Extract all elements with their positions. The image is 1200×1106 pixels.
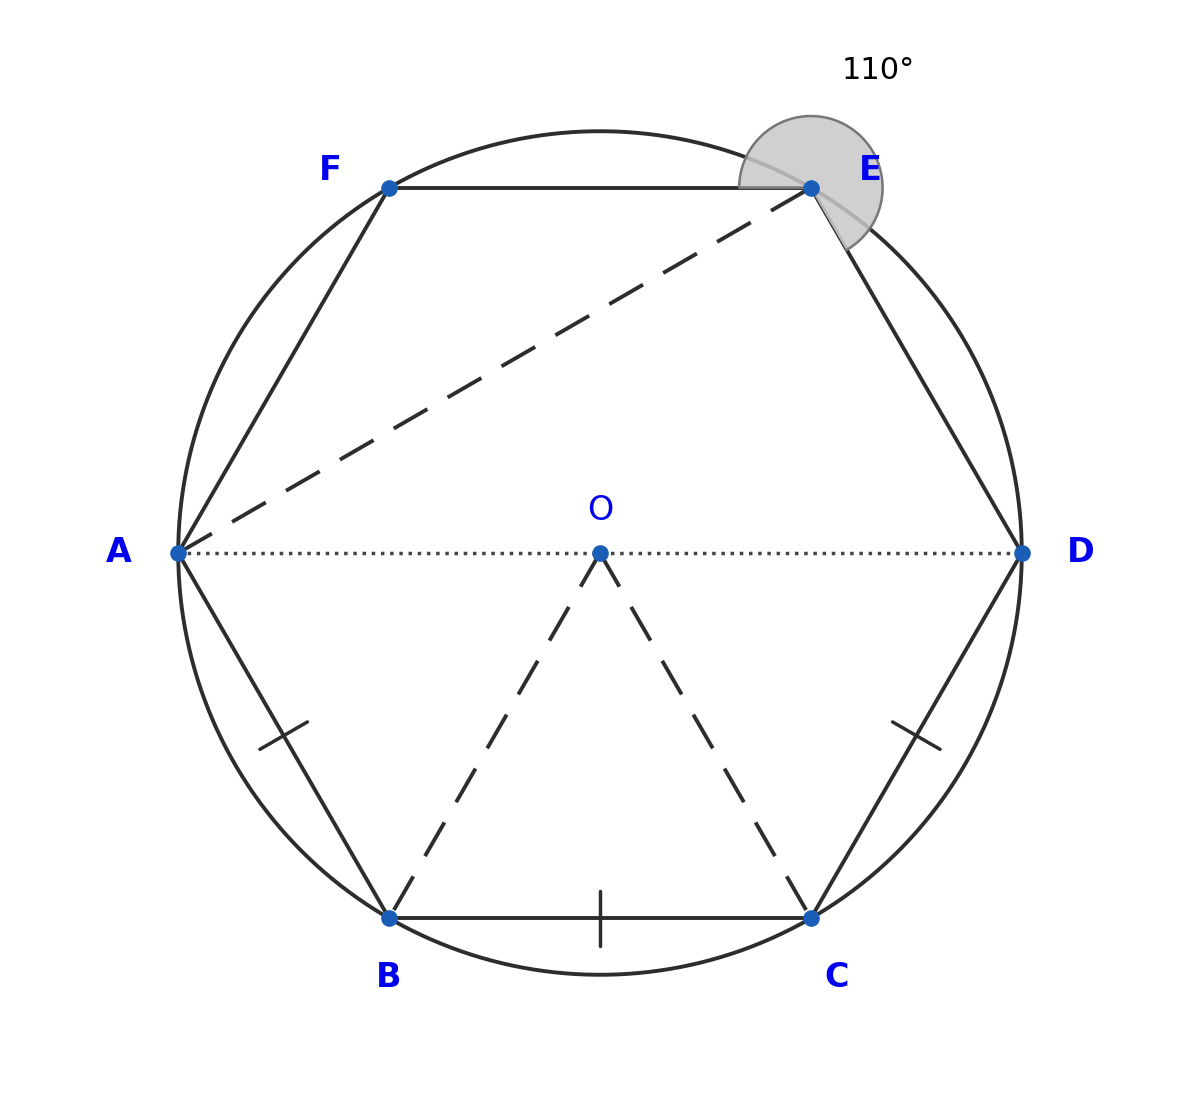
Text: E: E	[858, 155, 881, 187]
Text: O: O	[587, 494, 613, 528]
Text: B: B	[377, 961, 402, 994]
Text: 110°: 110°	[841, 56, 914, 85]
Text: D: D	[1067, 536, 1094, 570]
Point	[379, 909, 398, 927]
Text: C: C	[824, 961, 848, 994]
Polygon shape	[739, 116, 882, 250]
Point	[1012, 544, 1031, 562]
Point	[802, 909, 821, 927]
Point	[379, 179, 398, 197]
Text: F: F	[319, 155, 342, 187]
Point	[590, 544, 610, 562]
Point	[802, 179, 821, 197]
Text: A: A	[107, 536, 132, 570]
Point	[169, 544, 188, 562]
